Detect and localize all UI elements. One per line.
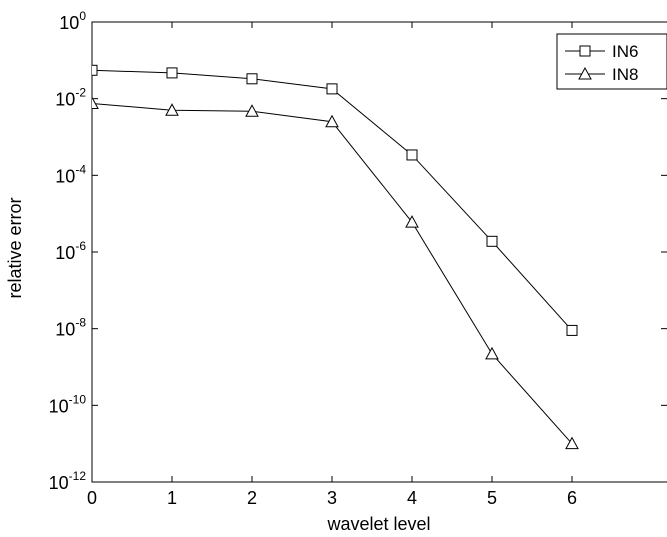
triangle-marker [565,436,579,450]
triangle-marker [92,96,99,109]
square-marker [246,73,258,85]
y-tick-label: 100 [59,9,86,33]
plot-frame [91,21,667,483]
square-marker [326,83,338,95]
x-tick-label: 2 [247,488,257,508]
series-in6 [92,64,578,336]
x-tick-label: 3 [327,488,337,508]
series-line [92,102,573,444]
triangle-marker [325,114,339,128]
y-tick-label: 10-6 [55,239,86,263]
y-tick-label: 10-2 [55,86,86,110]
x-axis-label: wavelet level [326,514,430,534]
square-marker [92,64,98,76]
square-marker [166,67,178,79]
square-marker [486,235,498,247]
legend-label-in8: IN8 [612,65,638,84]
x-tick-label: 6 [567,488,577,508]
series-in8 [92,96,579,450]
x-tick-label: 5 [487,488,497,508]
y-tick-label: 10-10 [49,392,87,416]
axes: 0 1 2 3 4 5 6 10-12 10-10 10-8 10-6 10-4 10-2 100 [49,9,667,508]
series-layer [92,64,579,450]
triangle-marker [485,346,499,360]
x-tick-label: 1 [167,488,177,508]
legend-label-in6: IN6 [612,42,638,61]
triangle-marker [165,103,179,116]
square-marker [406,149,418,161]
x-tick-label: 0 [87,488,97,508]
y-tick-label: 10-4 [55,162,86,186]
y-tick-label: 10-8 [55,316,86,340]
legend-box [556,33,667,90]
y-axis-label: relative error [5,197,25,298]
x-tick-label: 4 [407,488,417,508]
y-tick-label: 10-12 [49,469,87,493]
triangle-marker [578,66,592,80]
triangle-marker [245,104,259,117]
square-marker [566,324,578,336]
triangle-marker [405,215,419,228]
square-marker [579,45,591,57]
